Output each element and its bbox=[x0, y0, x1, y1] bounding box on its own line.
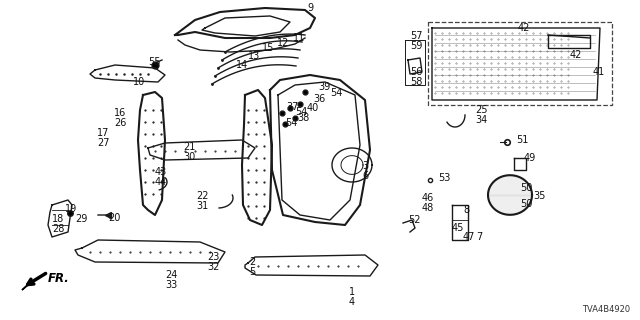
Text: 38: 38 bbox=[297, 113, 309, 123]
Text: 54: 54 bbox=[295, 107, 307, 117]
Text: 28: 28 bbox=[52, 224, 65, 234]
Text: 42: 42 bbox=[518, 23, 531, 33]
Text: 16: 16 bbox=[114, 108, 126, 118]
Text: 5: 5 bbox=[249, 267, 255, 277]
Text: 31: 31 bbox=[196, 201, 208, 211]
Text: 30: 30 bbox=[183, 152, 195, 162]
Text: 47: 47 bbox=[463, 232, 476, 242]
Text: 37: 37 bbox=[286, 102, 298, 112]
Text: 15: 15 bbox=[262, 43, 275, 53]
Polygon shape bbox=[22, 282, 32, 290]
Text: 27: 27 bbox=[97, 138, 109, 148]
Text: 12: 12 bbox=[277, 38, 289, 48]
Text: 11: 11 bbox=[293, 33, 305, 43]
Text: 53: 53 bbox=[438, 173, 451, 183]
Text: 54: 54 bbox=[330, 88, 342, 98]
Text: 45: 45 bbox=[452, 223, 465, 233]
Text: 48: 48 bbox=[422, 203, 435, 213]
Text: 21: 21 bbox=[183, 142, 195, 152]
Text: 51: 51 bbox=[516, 135, 529, 145]
Text: 34: 34 bbox=[475, 115, 487, 125]
Text: 33: 33 bbox=[165, 280, 177, 290]
Text: 35: 35 bbox=[533, 191, 545, 201]
Text: 54: 54 bbox=[285, 118, 298, 128]
Text: 7: 7 bbox=[476, 232, 483, 242]
Text: 14: 14 bbox=[236, 60, 248, 70]
Text: 24: 24 bbox=[165, 270, 177, 280]
Text: 3: 3 bbox=[362, 161, 368, 171]
Text: 41: 41 bbox=[593, 67, 605, 77]
Text: 9: 9 bbox=[307, 3, 313, 13]
Text: 40: 40 bbox=[307, 103, 319, 113]
Text: 49: 49 bbox=[524, 153, 536, 163]
Text: 8: 8 bbox=[463, 205, 469, 215]
Text: 10: 10 bbox=[133, 77, 145, 87]
Text: 39: 39 bbox=[318, 82, 330, 92]
Text: 43: 43 bbox=[155, 167, 167, 177]
Text: 20: 20 bbox=[108, 213, 120, 223]
Text: 23: 23 bbox=[207, 252, 220, 262]
Text: FR.: FR. bbox=[48, 271, 70, 284]
Text: 55: 55 bbox=[148, 57, 161, 67]
Text: 32: 32 bbox=[207, 262, 220, 272]
Text: 4: 4 bbox=[349, 297, 355, 307]
Text: 36: 36 bbox=[313, 94, 325, 104]
Text: 46: 46 bbox=[422, 193, 435, 203]
Text: 26: 26 bbox=[114, 118, 126, 128]
Text: 52: 52 bbox=[408, 215, 420, 225]
Text: 18: 18 bbox=[52, 214, 64, 224]
Text: 1: 1 bbox=[349, 287, 355, 297]
Text: 19: 19 bbox=[65, 204, 77, 214]
Text: 57: 57 bbox=[410, 31, 422, 41]
Text: 13: 13 bbox=[248, 51, 260, 61]
Text: 22: 22 bbox=[196, 191, 209, 201]
Text: 58: 58 bbox=[410, 77, 422, 87]
Text: 42: 42 bbox=[570, 50, 582, 60]
Text: 2: 2 bbox=[249, 257, 255, 267]
Text: 50: 50 bbox=[520, 183, 532, 193]
Text: TVA4B4920: TVA4B4920 bbox=[582, 306, 630, 315]
Text: 50: 50 bbox=[520, 199, 532, 209]
Text: 59: 59 bbox=[410, 41, 422, 51]
Text: 25: 25 bbox=[475, 105, 488, 115]
Text: 44: 44 bbox=[155, 177, 167, 187]
Text: 29: 29 bbox=[75, 214, 88, 224]
Text: 6: 6 bbox=[362, 171, 368, 181]
Text: 17: 17 bbox=[97, 128, 109, 138]
Text: 56: 56 bbox=[410, 67, 422, 77]
